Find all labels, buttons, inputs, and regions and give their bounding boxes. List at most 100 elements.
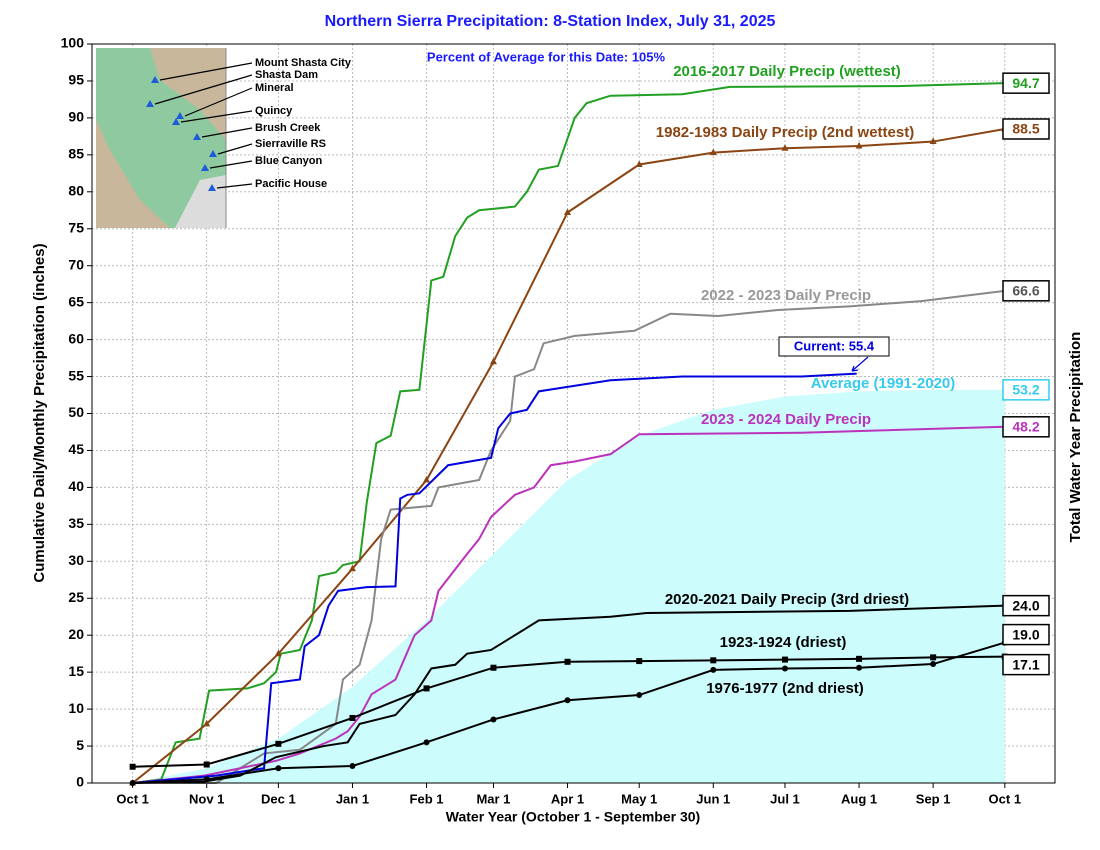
- y-tick-label: 5: [76, 737, 84, 753]
- subtitle: Percent of Average for this Date: 105%: [427, 49, 666, 64]
- y-tick-label: 40: [68, 478, 84, 494]
- marker: [930, 654, 937, 661]
- series-name: 2023 - 2024 Daily Precip: [701, 411, 871, 428]
- station-label: Sierraville RS: [255, 138, 326, 150]
- station-marker: [146, 100, 154, 107]
- series-line: [132, 289, 1005, 784]
- end-label: 24.0: [1012, 597, 1039, 613]
- y-tick-label: 15: [68, 663, 84, 679]
- map-valley: [96, 48, 226, 228]
- y-tick-label: 30: [68, 552, 84, 568]
- marker: [423, 476, 431, 483]
- marker: [348, 564, 356, 572]
- y-tick-label: 65: [68, 293, 84, 309]
- series-line: [132, 82, 1005, 784]
- end-label-box: [1002, 653, 1050, 676]
- end-label: 53.2: [1012, 382, 1039, 398]
- end-label-box: [1002, 280, 1050, 302]
- station-arrow: [184, 87, 253, 117]
- marker: [710, 657, 717, 664]
- marker: [203, 761, 210, 768]
- y-tick-label: 85: [68, 146, 84, 162]
- series-name: 2022 - 2023 Daily Precip: [701, 287, 871, 304]
- end-label-box: [1002, 594, 1050, 617]
- y-tick-label: 25: [68, 589, 84, 605]
- series-name: 1982-1983 Daily Precip (2nd wettest): [656, 124, 914, 141]
- marker: [781, 656, 788, 663]
- station-label: Pacific House: [255, 178, 327, 190]
- station-arrow: [209, 160, 253, 169]
- y-tick-label: 100: [61, 35, 85, 51]
- series-name: 2016-2017 Daily Precip (wettest): [673, 63, 901, 80]
- y-tick-label: 35: [68, 515, 84, 531]
- series-name: Average (1991-2020): [811, 375, 956, 392]
- marker: [855, 141, 863, 149]
- marker: [489, 357, 497, 365]
- marker: [423, 685, 430, 692]
- plot-border: [91, 43, 1056, 784]
- marker: [636, 658, 643, 665]
- series-name: 1976-1977 (2nd driest): [706, 680, 864, 697]
- plot-area: 0 5 10 15 20 25 30 35 40 45 50 55 60 65 70 75 80 85 90 95 10…: [61, 35, 1056, 806]
- end-label-box: [1002, 623, 1050, 646]
- x-tick-label: Oct 1: [116, 791, 149, 806]
- station-label: Shasta Dam: [255, 69, 318, 81]
- current-label: Current: 55.4: [794, 338, 875, 353]
- x-tick-label: Oct 1: [989, 791, 1022, 806]
- y-tick-label: 55: [68, 367, 84, 383]
- current-box: [778, 336, 890, 357]
- marker: [274, 649, 282, 657]
- x-tick-label: Jan 1: [336, 791, 369, 806]
- marker: [349, 714, 356, 721]
- marker: [635, 160, 643, 167]
- x-tick-label: Feb 1: [410, 791, 444, 806]
- series-line: [132, 372, 857, 784]
- station-marker: [151, 76, 159, 83]
- y-tick-label: 75: [68, 219, 84, 235]
- x-tick-label: Jul 1: [770, 791, 800, 806]
- end-label: 17.1: [1012, 656, 1039, 672]
- marker: [781, 665, 788, 672]
- station-arrow: [180, 110, 253, 123]
- x-axis-label: Water Year (October 1 - September 30): [446, 809, 700, 825]
- station-marker: [172, 118, 180, 125]
- marker: [929, 137, 937, 145]
- series-line: [132, 425, 1005, 784]
- end-label: 94.7: [1012, 75, 1039, 91]
- x-tick-label: Apr 1: [551, 791, 584, 806]
- chart-title: Northern Sierra Precipitation: 8-Station…: [325, 13, 776, 30]
- station-marker: [208, 184, 216, 191]
- marker: [275, 765, 282, 772]
- station-label: Blue Canyon: [255, 155, 323, 167]
- station-arrow: [154, 74, 253, 105]
- y-tick-label: 95: [68, 72, 84, 88]
- station-label: Mineral: [255, 82, 294, 94]
- x-tick-label: Dec 1: [261, 791, 296, 806]
- station-arrow: [159, 62, 253, 81]
- y-tick-label: 10: [68, 700, 84, 716]
- station-arrow: [217, 143, 253, 155]
- end-label: 48.2: [1012, 419, 1039, 435]
- y-tick-label: 20: [68, 626, 84, 642]
- marker: [349, 763, 356, 770]
- end-label-box: [1002, 379, 1050, 401]
- marker: [490, 664, 497, 671]
- x-tick-label: Sep 1: [916, 791, 951, 806]
- marker: [856, 664, 863, 671]
- marker: [636, 692, 643, 699]
- marker: [490, 716, 497, 723]
- end-label-box: [1002, 118, 1050, 140]
- average-area: [132, 389, 1005, 783]
- y-axis-label: Cumulative Daily/Monthly Precipitation (…: [31, 243, 48, 582]
- end-label: 19.0: [1012, 626, 1039, 642]
- x-tick-label: Mar 1: [476, 791, 510, 806]
- x-tick-label: Jun 1: [696, 791, 730, 806]
- station-label: Brush Creek: [255, 122, 321, 134]
- y-tick-label: 0: [76, 774, 84, 790]
- marker: [203, 719, 211, 727]
- x-tick-label: May 1: [621, 791, 657, 806]
- station-label: Quincy: [255, 105, 293, 117]
- end-label: 88.5: [1012, 121, 1039, 137]
- marker: [564, 208, 572, 215]
